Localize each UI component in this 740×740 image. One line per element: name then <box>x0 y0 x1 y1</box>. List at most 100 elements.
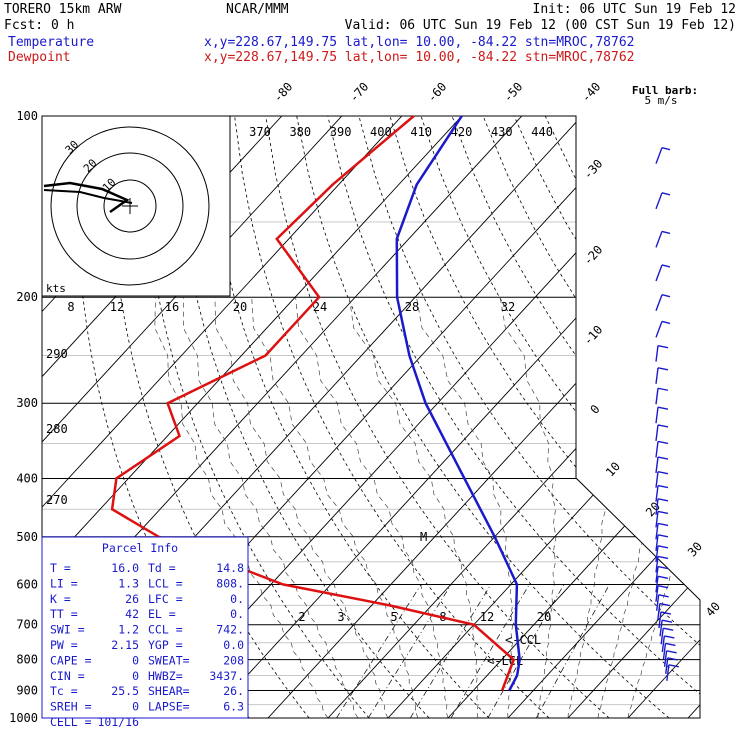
theta-e-label: 24 <box>313 300 327 314</box>
moist-adiabat-line <box>627 297 700 718</box>
wind-barb <box>655 230 671 248</box>
parcel-val-1: 0 <box>132 700 139 714</box>
isotherm-label: 0 <box>587 402 602 417</box>
theta-label: 440 <box>531 125 553 139</box>
theta-label: 390 <box>330 125 352 139</box>
isotherm-line <box>42 116 343 718</box>
wind-barb-flag <box>657 406 669 410</box>
wind-barb-staff <box>655 231 663 248</box>
sounding-profiles <box>110 115 521 692</box>
init-time: Init: 06 UTC Sun 19 Feb 12 <box>533 2 737 17</box>
dewpoint-station-info: x,y=228.67,149.75 lat,lon= 10.00, -84.22… <box>204 50 634 65</box>
legend-temperature: Temperature <box>8 35 94 50</box>
dry-adiabat-line <box>172 116 430 718</box>
wind-barb <box>655 522 669 540</box>
isotherm-line <box>207 116 700 718</box>
parcel-val-2: 0.0 <box>223 638 244 652</box>
wind-barb-flag <box>657 534 669 538</box>
theta-e-label: 12 <box>110 300 124 314</box>
theta-e-label: 20 <box>233 300 247 314</box>
dry-adiabat-line <box>420 116 700 718</box>
mixing-ratio-label: 20 <box>537 610 551 624</box>
wind-barb-flag <box>661 619 673 623</box>
parcel-val-1: 16.0 <box>111 561 139 575</box>
wind-barb-flag <box>657 367 669 371</box>
wind-barb <box>655 510 669 528</box>
isotherm-label: -30 <box>581 157 606 182</box>
theta-e-label: 16 <box>165 300 179 314</box>
wind-barb-staff <box>655 471 659 488</box>
wind-barb <box>655 344 669 362</box>
parcel-key-2: Td = <box>148 561 176 575</box>
wind-barb <box>660 627 674 645</box>
theta-left-label: 290 <box>46 347 68 361</box>
dry-adiabat-line <box>606 116 700 718</box>
theta-left-label: 280 <box>46 422 68 436</box>
wind-barb <box>662 642 676 660</box>
parcel-val-2: 742. <box>216 623 244 637</box>
isotherm-line <box>687 116 700 718</box>
wind-barb-flag <box>657 510 669 515</box>
wind-barb-flag <box>657 565 669 570</box>
wind-barb-flag <box>657 575 669 579</box>
isotherm-line <box>447 116 700 718</box>
isotherm-label: 30 <box>685 539 705 559</box>
isotherm-line <box>267 116 700 718</box>
parcel-key-1: CELL = <box>50 715 92 729</box>
parcel-val-1: 0 <box>132 653 139 667</box>
wind-barb <box>661 635 675 653</box>
dry-adiabat-line <box>732 116 740 718</box>
parcel-val-2: 26. <box>223 684 244 698</box>
isotherm-label: -60 <box>425 80 450 105</box>
mixing-ratio-line <box>535 584 610 718</box>
parcel-val-2: 3437. <box>209 669 244 683</box>
wind-barb <box>665 657 678 674</box>
valid-time: Valid: 06 UTC Sun 19 Feb 12 (00 CST Sun … <box>345 18 736 33</box>
isotherm-line <box>567 116 700 718</box>
pressure-label: 100 <box>16 109 38 123</box>
parcel-val-2: 808. <box>216 576 244 590</box>
isotherm-label: 10 <box>603 459 623 479</box>
wind-barb-staff <box>655 345 659 362</box>
parcel-key-1: CAPE = <box>50 653 92 667</box>
wind-barb-flag <box>658 594 669 598</box>
mixing-ratio-line <box>410 584 492 718</box>
ccl-marker: <-CCL <box>505 633 541 647</box>
isotherm-line <box>327 116 700 718</box>
dry-adiabat-line <box>701 116 740 718</box>
parcel-val-1: 101/16 <box>97 715 139 729</box>
wind-barb-staff <box>662 643 667 660</box>
parcel-info-box: Parcel Info T = 16.0 Td = 14.8 LI = 1.3 LCL = 80… <box>41 536 249 729</box>
wind-barb-staff <box>655 534 659 551</box>
isotherm-line <box>387 116 700 718</box>
wind-barb-flag <box>661 230 671 235</box>
wind-barb <box>666 664 680 681</box>
isotherm-label: -80 <box>271 80 296 105</box>
wind-barb-flag <box>657 545 669 549</box>
mixing-ratio-label: 5 <box>390 610 397 624</box>
parcel-key-2: LFC = <box>148 592 183 606</box>
moist-adiabat-line <box>597 297 684 718</box>
wind-barb-staff <box>655 594 660 611</box>
isotherm-label: 20 <box>643 499 663 519</box>
parcel-val-1: 2.15 <box>111 638 139 652</box>
theta-label: 370 <box>249 125 271 139</box>
isotherm-line <box>507 116 700 718</box>
theta-e-label: 28 <box>405 300 419 314</box>
wind-barb-flag <box>667 657 678 661</box>
hodograph-ring <box>103 179 157 233</box>
barb-legend-speed: 5 m/s <box>644 94 677 107</box>
wind-barb-staff <box>655 545 659 562</box>
legend-dewpoint: Dewpoint <box>8 50 71 65</box>
wind-barb-flag <box>663 627 674 631</box>
dry-adiabat-line <box>544 116 700 718</box>
mixing-ratio-label: 2 <box>298 610 305 624</box>
wind-barb-flag <box>660 611 672 615</box>
wind-barb-flag <box>666 650 677 654</box>
mixing-ratio-label: 12 <box>480 610 494 624</box>
parcel-val-1: 25.5 <box>111 684 139 698</box>
dry-adiabat-line <box>638 116 700 718</box>
parcel-val-1: 42 <box>125 607 139 621</box>
